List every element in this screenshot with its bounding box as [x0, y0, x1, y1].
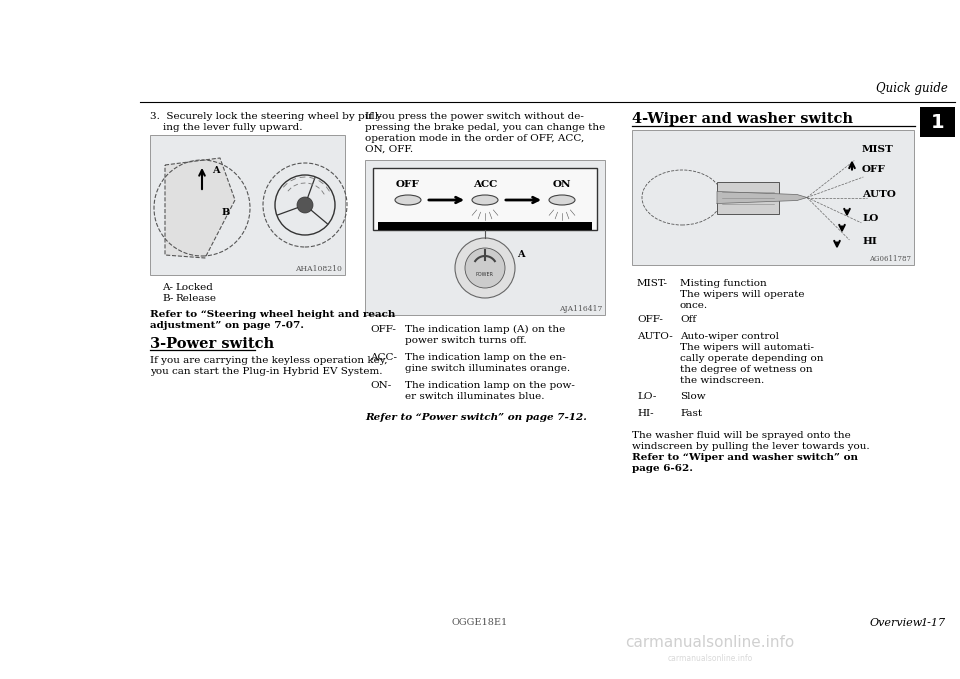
Text: Release: Release [175, 294, 216, 303]
Text: ON: ON [553, 180, 571, 189]
Text: The indication lamp (A) on the: The indication lamp (A) on the [405, 325, 565, 334]
Text: 1-17: 1-17 [920, 618, 946, 628]
Bar [632, 130, 914, 265]
Text: carmanualsonline.info: carmanualsonline.info [625, 635, 795, 650]
Text: OFF: OFF [862, 165, 886, 174]
Text: cally operate depending on: cally operate depending on [680, 354, 824, 363]
Text: ACC: ACC [473, 180, 497, 189]
Text: Misting function: Misting function [680, 279, 767, 288]
Text: AUTO-: AUTO- [637, 332, 673, 341]
Text: LO: LO [862, 214, 878, 223]
Text: adjustment” on page 7-07.: adjustment” on page 7-07. [150, 321, 304, 330]
Text: you can start the Plug-in Hybrid EV System.: you can start the Plug-in Hybrid EV Syst… [150, 367, 382, 376]
Text: The washer fluid will be sprayed onto the: The washer fluid will be sprayed onto th… [632, 431, 851, 440]
Text: The wipers will automati-: The wipers will automati- [680, 343, 814, 352]
Text: carmanualsonline.info: carmanualsonline.info [667, 654, 753, 663]
Text: OFF: OFF [396, 180, 420, 189]
Text: The indication lamp on the en-: The indication lamp on the en- [405, 353, 565, 362]
Text: The indication lamp on the pow-: The indication lamp on the pow- [405, 381, 575, 390]
Text: POWER: POWER [476, 272, 494, 276]
Text: Refer to “Wiper and washer switch” on: Refer to “Wiper and washer switch” on [632, 453, 858, 462]
Circle shape [297, 197, 313, 213]
Bar [378, 222, 592, 230]
Text: LO-: LO- [637, 392, 657, 401]
Bar [150, 135, 345, 275]
Text: once.: once. [680, 301, 708, 310]
Text: OFF-: OFF- [637, 315, 662, 324]
Text: MIST: MIST [862, 145, 894, 154]
Text: HI: HI [862, 237, 876, 246]
Text: OFF-: OFF- [370, 325, 396, 334]
Text: MIST-: MIST- [637, 279, 668, 288]
Text: ACC-: ACC- [370, 353, 397, 362]
Text: Locked: Locked [175, 283, 213, 292]
Bar [717, 181, 779, 213]
Text: AUTO: AUTO [862, 190, 896, 199]
Text: Overview: Overview [870, 618, 924, 628]
Circle shape [455, 238, 515, 298]
Text: ON-: ON- [370, 381, 392, 390]
Text: HI-: HI- [637, 409, 654, 418]
Circle shape [465, 248, 505, 288]
Text: operation mode in the order of OFF, ACC,: operation mode in the order of OFF, ACC, [365, 134, 585, 143]
Text: Off: Off [680, 315, 696, 324]
Text: OGGE18E1: OGGE18E1 [452, 618, 508, 627]
Ellipse shape [549, 195, 575, 205]
Text: power switch turns off.: power switch turns off. [405, 336, 527, 345]
Bar [373, 168, 597, 230]
Text: ing the lever fully upward.: ing the lever fully upward. [150, 123, 302, 132]
Text: the degree of wetness on: the degree of wetness on [680, 365, 812, 374]
Text: 3-Power switch: 3-Power switch [150, 337, 275, 351]
Text: A: A [212, 166, 220, 175]
Text: A: A [517, 250, 524, 259]
Text: pressing the brake pedal, you can change the: pressing the brake pedal, you can change… [365, 123, 605, 132]
Ellipse shape [395, 195, 421, 205]
Polygon shape [165, 158, 235, 258]
Text: 4-Wiper and washer switch: 4-Wiper and washer switch [632, 112, 853, 126]
Text: B-: B- [162, 294, 174, 303]
Text: er switch illuminates blue.: er switch illuminates blue. [405, 392, 544, 401]
Text: The wipers will operate: The wipers will operate [680, 290, 804, 299]
Text: Fast: Fast [680, 409, 702, 418]
Polygon shape [717, 191, 807, 204]
Bar [920, 107, 955, 137]
Text: AHA108210: AHA108210 [295, 265, 342, 273]
Text: 3.  Securely lock the steering wheel by pull-: 3. Securely lock the steering wheel by p… [150, 112, 382, 121]
Text: ON, OFF.: ON, OFF. [365, 145, 413, 154]
Bar [365, 160, 605, 315]
Text: the windscreen.: the windscreen. [680, 376, 764, 385]
Text: windscreen by pulling the lever towards you.: windscreen by pulling the lever towards … [632, 442, 870, 451]
Text: 1: 1 [930, 113, 945, 132]
Text: AG0611787: AG0611787 [869, 255, 911, 263]
Text: A-: A- [162, 283, 173, 292]
Text: Refer to “Steering wheel height and reach: Refer to “Steering wheel height and reac… [150, 310, 396, 319]
Text: gine switch illuminates orange.: gine switch illuminates orange. [405, 364, 570, 373]
Text: page 6-62.: page 6-62. [632, 464, 693, 473]
Text: Slow: Slow [680, 392, 706, 401]
Ellipse shape [472, 195, 498, 205]
Text: If you are carrying the keyless operation key,: If you are carrying the keyless operatio… [150, 356, 388, 365]
Text: AJA116417: AJA116417 [559, 305, 602, 313]
Text: If you press the power switch without de-: If you press the power switch without de… [365, 112, 584, 121]
Text: B: B [222, 208, 230, 217]
Text: Refer to “Power switch” on page 7-12.: Refer to “Power switch” on page 7-12. [365, 413, 587, 422]
Text: Quick guide: Quick guide [876, 82, 948, 95]
Text: Auto-wiper control: Auto-wiper control [680, 332, 779, 341]
